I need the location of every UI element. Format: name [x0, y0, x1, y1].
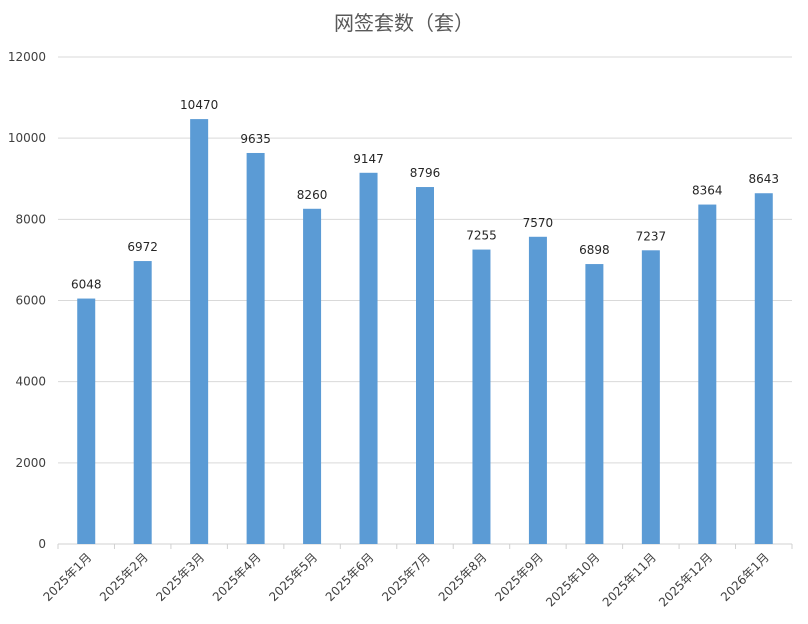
x-tick-label: 2025年1月	[40, 550, 94, 604]
x-tick-label: 2025年9月	[492, 550, 546, 604]
data-label: 7255	[466, 229, 497, 243]
bar	[77, 298, 96, 544]
bars	[77, 119, 773, 545]
data-label: 6972	[127, 240, 158, 254]
bar	[585, 264, 604, 544]
bar	[698, 204, 717, 544]
x-tick-label: 2025年4月	[210, 550, 264, 604]
data-label: 6898	[579, 243, 610, 257]
data-label: 8643	[748, 172, 779, 186]
bar	[754, 193, 773, 544]
x-tick-label: 2025年5月	[266, 550, 320, 604]
data-label: 9635	[240, 132, 271, 146]
data-label: 7237	[636, 229, 667, 243]
x-tick-label: 2026年1月	[718, 550, 772, 604]
data-label: 8364	[692, 184, 723, 198]
data-label: 10470	[180, 98, 218, 112]
bar	[359, 172, 378, 545]
bar	[472, 249, 491, 544]
bar	[133, 261, 152, 544]
x-tick-label: 2025年10月	[543, 550, 602, 609]
x-axis: 2025年1月 2025年2月 2025年3月 2025年4月 2025年5月 2025年…	[40, 544, 793, 609]
bar	[303, 208, 322, 544]
x-tick-label: 2025年7月	[379, 550, 433, 604]
bar	[416, 187, 434, 545]
data-labels: 6048 6972 10470 9635 8260 9147 8796 7255 7570 689…	[71, 98, 779, 291]
bar	[641, 250, 660, 545]
y-tick-label: 2000	[15, 456, 46, 470]
x-tick-label: 2025年11月	[600, 550, 659, 609]
data-label: 7570	[523, 216, 554, 230]
data-label: 8260	[297, 188, 328, 202]
data-label: 6048	[71, 278, 102, 292]
y-tick-label: 4000	[15, 375, 46, 389]
bar	[528, 236, 547, 544]
y-tick-label: 0	[38, 537, 46, 551]
y-tick-label: 10000	[8, 131, 46, 145]
bar	[246, 152, 265, 544]
y-tick-label: 8000	[15, 212, 46, 226]
x-tick-label: 2025年8月	[436, 550, 490, 604]
bar	[190, 119, 209, 544]
data-label: 9147	[353, 152, 384, 166]
x-tick-label: 2025年12月	[656, 550, 715, 609]
y-tick-label: 6000	[15, 294, 46, 308]
x-tick-label: 2025年6月	[323, 550, 377, 604]
y-tick-label: 12000	[8, 50, 46, 64]
y-axis: 0 2000 4000 6000 8000 10000 12000	[8, 50, 46, 551]
x-tick-label: 2025年3月	[153, 550, 207, 604]
x-tick-label: 2025年2月	[97, 550, 151, 604]
data-label: 8796	[410, 166, 441, 180]
chart-title: 网签套数（套）	[334, 11, 474, 35]
